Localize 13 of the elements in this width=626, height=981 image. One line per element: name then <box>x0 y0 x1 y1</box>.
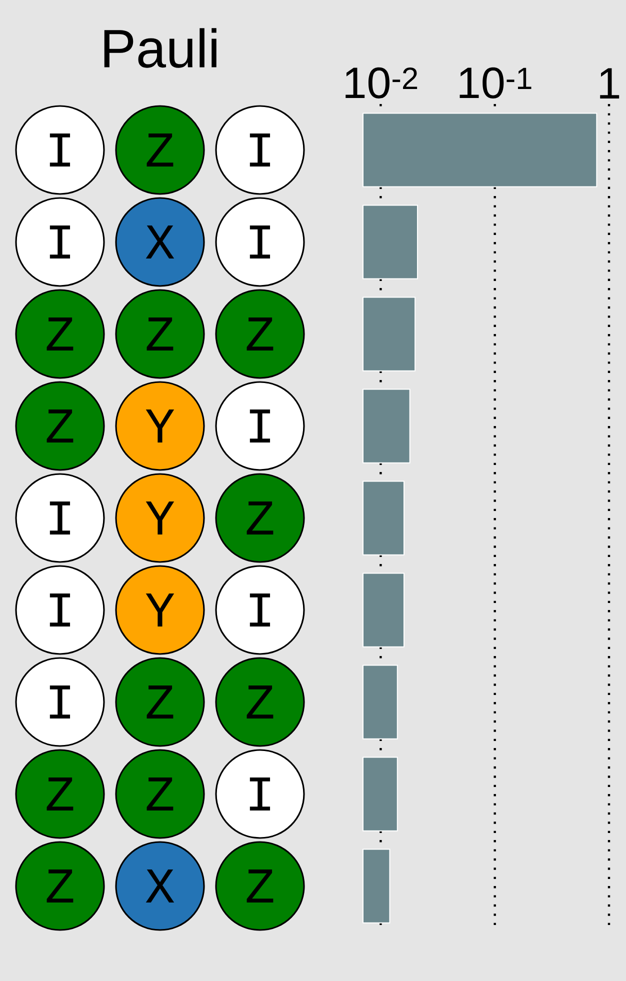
y-tick-label: I Y Z <box>50 502 274 534</box>
y-tick-label: I X I <box>50 226 270 258</box>
y-tick-label: Z Z I <box>46 778 270 810</box>
y-tick-label: Z Y I <box>46 410 270 442</box>
x-tick-label: 1 <box>600 68 620 98</box>
y-tick-label: Z Z Z <box>46 318 274 350</box>
x-tick-label: 10$^{-1}$ <box>460 67 532 98</box>
y-axis-title: Pauli <box>104 28 216 68</box>
y-tick-label: Z X Z <box>46 870 274 902</box>
y-tick-label: I Z Z <box>50 686 274 718</box>
y-tick-label: I Z I <box>50 134 270 166</box>
y-tick-label: I Y I <box>50 594 270 626</box>
x-tick-label: 10$^{-2}$ <box>346 67 418 98</box>
